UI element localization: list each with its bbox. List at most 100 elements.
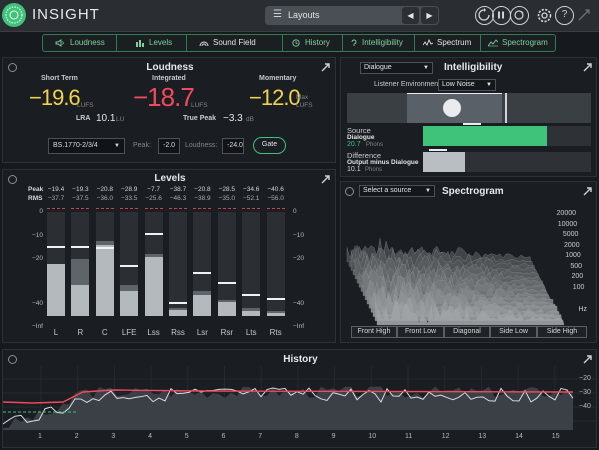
levels-expand-icon[interactable] — [321, 175, 330, 184]
meter-rms-fill — [169, 309, 187, 316]
momentary-label: Momentary — [259, 75, 297, 82]
history-time-label: 6 — [221, 433, 226, 440]
frequency-label: 20000 — [556, 210, 576, 217]
intelligibility-source-dropdown[interactable]: Dialogue ▼ — [360, 62, 433, 74]
channel-rms-value: −37.7 — [47, 195, 65, 202]
channel-label: Lss — [147, 328, 160, 337]
source-peak-marker — [463, 123, 481, 125]
tab-history[interactable]: History — [283, 35, 343, 51]
pause-icon[interactable] — [492, 6, 511, 25]
source-unit: Phons — [366, 142, 384, 148]
record-icon[interactable] — [510, 6, 529, 25]
levels-title: Levels — [154, 173, 186, 184]
meter-peak-hold — [120, 265, 139, 268]
previous-layout-button[interactable]: ◀ — [402, 7, 419, 24]
tab-spectrogram[interactable]: Spectrogram — [481, 35, 555, 51]
meter-peak-hold — [169, 302, 187, 305]
loudness-target-input[interactable]: -24.0 — [222, 138, 244, 154]
meter-rms-fill — [95, 245, 114, 316]
meter-peak-hold — [242, 294, 261, 297]
spectrogram-source-dropdown[interactable]: Select a source ▼ — [359, 185, 435, 197]
integrated-line — [3, 389, 574, 404]
view-side-low-button[interactable]: Side Low — [490, 326, 537, 338]
tab-sound-field-label: Sound Field — [213, 38, 256, 47]
view-front-low-button[interactable]: Front Low — [397, 326, 444, 338]
view-front-high-button[interactable]: Front High — [351, 326, 397, 338]
channel-label: Rsr — [220, 328, 234, 337]
meter-rms-fill — [71, 284, 90, 316]
history-level-label: −30 — [579, 389, 591, 396]
channel-rms-value: −36.0 — [96, 195, 114, 202]
clip-threshold-line — [242, 208, 261, 209]
clip-threshold-line — [169, 208, 187, 209]
channel-peak-value: −20.8 — [96, 186, 114, 193]
source-level-fill — [423, 126, 548, 146]
standard-dropdown[interactable]: BS.1770-2/3/4 ▼ — [48, 138, 125, 154]
help-icon[interactable]: ? — [555, 6, 574, 25]
chevron-down-icon: ▼ — [425, 188, 431, 194]
meter-rms-fill — [47, 264, 65, 316]
channel-peak-value: −28.5 — [218, 186, 236, 193]
short-term-unit: LUFS — [77, 102, 94, 109]
clip-threshold-line — [120, 208, 139, 209]
history-time-label: 12 — [441, 433, 450, 440]
history-time-label: 4 — [148, 433, 152, 440]
peak-target-input[interactable]: -2.0 — [158, 138, 180, 154]
history-time-label: 8 — [294, 433, 299, 440]
history-expand-icon[interactable] — [583, 355, 592, 364]
listener-environment-dropdown[interactable]: Low Noise ▼ — [438, 79, 496, 91]
link-icon[interactable] — [577, 8, 591, 22]
channel-label: Lts — [245, 328, 257, 337]
channel-label: Rss — [171, 328, 185, 337]
history-settings-gear-icon[interactable] — [8, 355, 17, 364]
levels-settings-gear-icon[interactable] — [8, 175, 17, 184]
tab-intelligibility[interactable]: Intelligibility — [343, 35, 415, 51]
tab-sound-field[interactable]: Sound Field — [187, 35, 283, 51]
gear-icon[interactable] — [535, 6, 554, 25]
view-diagonal-button[interactable]: Diagonal — [444, 326, 490, 338]
channel-rms-value: −37.5 — [72, 195, 89, 202]
channel-rms-value: −35.0 — [218, 195, 236, 202]
layouts-dropdown[interactable]: ☰ Layouts ◀ ▶ — [265, 6, 439, 25]
intelligibility-expand-icon[interactable] — [583, 63, 592, 72]
meter-rms-fill — [217, 302, 236, 316]
channel-rms-value: −52.1 — [242, 195, 260, 202]
module-tab-bar: Loudness Levels Sound Field History Inte… — [42, 34, 556, 52]
clip-threshold-line — [95, 208, 114, 209]
tab-loudness[interactable]: Loudness — [43, 35, 117, 51]
difference-value: 10.1 — [347, 166, 361, 173]
spectrogram-settings-gear-icon[interactable] — [345, 187, 354, 196]
level-scale-label: −20 — [293, 255, 305, 262]
channel-rms-value: −56.0 — [267, 195, 284, 202]
frequency-label: 1000 — [565, 252, 581, 259]
level-scale-label: 0 — [293, 208, 297, 215]
history-level-label: −20 — [579, 375, 591, 382]
tab-spectrum[interactable]: Spectrum — [415, 35, 481, 51]
spectrogram-display — [346, 238, 565, 326]
loudness-expand-icon[interactable] — [321, 63, 330, 72]
source-name: Dialogue — [347, 134, 375, 141]
history-title: History — [283, 354, 318, 365]
loudness-target-label: Loudness: — [185, 142, 218, 149]
gate-button[interactable]: Gate — [253, 137, 286, 154]
loudness-settings-gear-icon[interactable] — [8, 63, 17, 72]
listener-environment-value: Low Noise — [442, 81, 475, 88]
tab-levels[interactable]: Levels — [117, 35, 187, 51]
history-panel: History 1 2 3 4 5 6 7 8 9 10 11 12 13 14 15 −20 −30 −40 — [2, 349, 598, 448]
insight-logo-icon — [2, 3, 26, 27]
next-layout-button[interactable]: ▶ — [421, 7, 438, 24]
difference-level-meter — [423, 149, 591, 172]
short-term-value: −19.6 — [29, 85, 81, 110]
history-graph — [3, 366, 598, 430]
layouts-label: Layouts — [288, 10, 320, 20]
lra-unit: LU — [116, 116, 125, 123]
intelligibility-title: Intelligibility — [444, 62, 503, 73]
top-bar: INSIGHT ☰ Layouts ◀ ▶ ? — [0, 0, 599, 32]
view-side-high-button[interactable]: Side High — [537, 326, 587, 338]
menu-icon: ☰ — [273, 9, 282, 20]
listener-environment-label: Listener Environment — [374, 81, 441, 88]
meter-rms-fill — [242, 310, 261, 316]
levels-panel: Levels Peak RMS −19.4 −37.7 L −19.3 −37.5 R −2… — [2, 169, 336, 343]
spectrogram-expand-icon[interactable] — [583, 187, 592, 196]
channel-label: Rts — [269, 328, 282, 337]
